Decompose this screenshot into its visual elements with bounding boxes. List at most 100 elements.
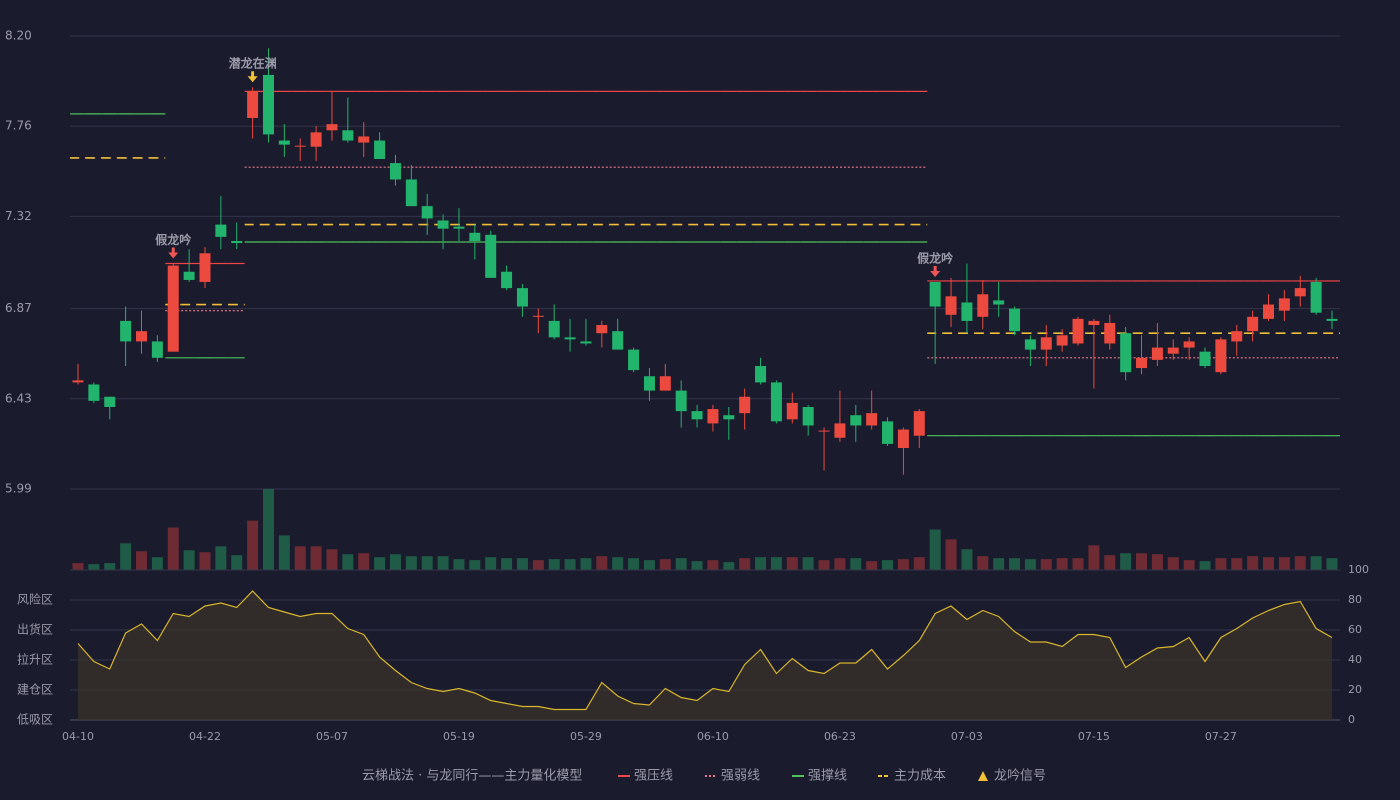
- volume-bar: [564, 559, 576, 570]
- candle-body: [548, 320, 560, 338]
- volume-bar: [961, 549, 973, 570]
- volume-bar: [104, 563, 116, 570]
- volume-bar: [215, 546, 227, 570]
- volume-bar: [977, 556, 989, 570]
- candle-body: [628, 349, 640, 371]
- candle-body: [135, 331, 147, 342]
- candle-body: [755, 366, 767, 383]
- osc-area: [78, 591, 1332, 720]
- candle-body: [88, 384, 100, 401]
- candle-body: [707, 409, 719, 424]
- volume-bar: [770, 557, 782, 570]
- candle-body: [659, 376, 671, 391]
- signal-label: 假龙吟: [917, 250, 953, 265]
- volume-bar: [691, 561, 703, 570]
- volume-bar: [72, 563, 84, 570]
- candle-body: [342, 130, 354, 141]
- candle-body: [882, 421, 894, 444]
- candle-body: [1167, 347, 1179, 354]
- candle-body: [1231, 331, 1243, 342]
- candle-body: [389, 163, 401, 180]
- candle-body: [1104, 322, 1116, 344]
- y-tick-label: 5.99: [5, 482, 32, 496]
- legend-label: 强压线: [634, 769, 673, 784]
- volume-bar: [247, 520, 259, 570]
- x-tick-label: 05-19: [443, 730, 475, 743]
- volume-bar: [1263, 557, 1275, 570]
- signal-label: 假龙吟: [155, 232, 191, 247]
- candle-body: [167, 265, 179, 352]
- volume-bar: [913, 557, 925, 570]
- x-tick-label: 07-27: [1205, 730, 1237, 743]
- legend-swatch: [978, 771, 988, 781]
- osc-tick-label: 0: [1348, 713, 1355, 726]
- volume-bar: [993, 558, 1005, 570]
- volume-bar: [834, 558, 846, 570]
- osc-tick-label: 40: [1348, 653, 1362, 666]
- volume-bar: [818, 560, 830, 570]
- volume-bar: [167, 527, 179, 570]
- volume-bar: [1183, 560, 1195, 570]
- candle-body: [516, 288, 528, 307]
- volume-bar: [802, 557, 814, 570]
- volume-bar: [1278, 557, 1290, 570]
- volume-bar: [580, 558, 592, 570]
- x-tick-label: 07-03: [951, 730, 983, 743]
- candle-body: [675, 390, 687, 412]
- candle-body: [850, 415, 862, 426]
- candle-body: [437, 220, 449, 229]
- volume-bar: [1120, 553, 1132, 570]
- candle-body: [945, 296, 957, 315]
- volume-bar: [675, 558, 687, 570]
- candle-body: [770, 382, 782, 422]
- volume-bar: [183, 550, 195, 570]
- x-tick-label: 06-23: [824, 730, 856, 743]
- osc-line: [77, 590, 1333, 711]
- candle-body: [977, 294, 989, 317]
- volume-bar: [88, 564, 100, 570]
- volume-bar: [342, 554, 354, 570]
- volume-bar: [1231, 558, 1243, 570]
- volume-bar: [294, 546, 306, 570]
- volume-bar: [1215, 558, 1227, 570]
- volume-bar: [453, 559, 465, 570]
- volume-bar: [659, 559, 671, 570]
- volume-bar: [231, 555, 243, 570]
- candle-body: [580, 341, 592, 344]
- candle-body: [1294, 288, 1306, 297]
- x-tick-label: 07-15: [1078, 730, 1110, 743]
- candle-body: [151, 341, 163, 358]
- candle-body: [818, 430, 830, 432]
- candle-body: [199, 253, 211, 282]
- candle-body: [310, 132, 322, 147]
- volume-bar: [1024, 559, 1036, 570]
- candle-body: [215, 224, 227, 237]
- x-tick-label: 05-07: [316, 730, 348, 743]
- candle-body: [532, 315, 544, 317]
- candle-body: [1310, 281, 1322, 313]
- candle-body: [1215, 339, 1227, 373]
- y-tick-label: 7.76: [5, 119, 32, 133]
- osc-tick-label: 60: [1348, 623, 1362, 636]
- volume-bar: [548, 559, 560, 570]
- legend-title: 云梯战法 · 与龙同行——主力量化模型: [362, 769, 582, 784]
- volume-bar: [135, 551, 147, 570]
- legend-label: 强弱线: [721, 769, 760, 784]
- volume-bar: [151, 557, 163, 570]
- candle-body: [1247, 316, 1259, 332]
- volume-bar: [1247, 556, 1259, 570]
- volume-bar: [469, 560, 481, 570]
- x-tick-label: 05-29: [570, 730, 602, 743]
- volume-bar: [310, 546, 322, 570]
- candle-body: [786, 402, 798, 420]
- candle-body: [104, 396, 116, 408]
- volume-bar: [866, 561, 878, 570]
- candle-body: [993, 300, 1005, 305]
- legend-label: 龙吟信号: [994, 768, 1046, 784]
- volume-bar: [1310, 556, 1322, 570]
- candle-body: [374, 140, 386, 159]
- volume-bar: [628, 558, 640, 570]
- volume-bar: [882, 560, 894, 570]
- volume-bar: [437, 556, 449, 570]
